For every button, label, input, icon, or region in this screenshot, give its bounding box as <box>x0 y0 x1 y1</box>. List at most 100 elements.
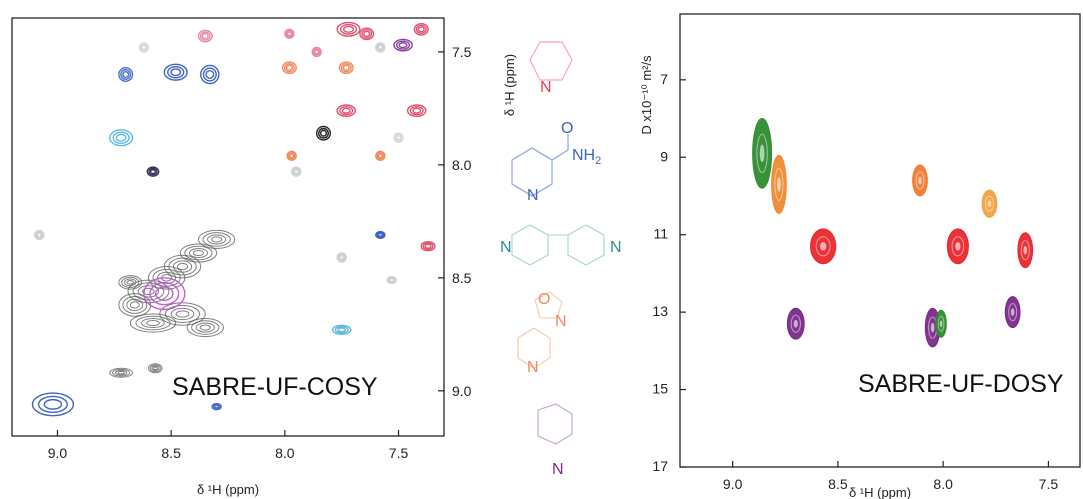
cosy-plot-frame <box>11 17 445 437</box>
contour-peak <box>338 61 354 75</box>
contour-peak <box>311 46 322 58</box>
contour-ring <box>415 24 427 34</box>
x-tick-label: 7.5 <box>389 445 409 461</box>
pyridine-ring <box>529 41 573 81</box>
contour-peak <box>336 252 347 263</box>
contour-ring <box>337 327 347 333</box>
contour-peak <box>420 240 436 252</box>
contour-peak <box>315 125 332 141</box>
contour-peak <box>200 64 220 85</box>
contour-ring <box>815 236 831 257</box>
diagonal-contour <box>151 365 160 371</box>
contour-ring <box>290 166 302 177</box>
contour-peak <box>1004 296 1021 329</box>
contour-ring <box>915 171 925 190</box>
dosy-y-ticks: 7 9 11 13 15 17 <box>652 71 686 474</box>
contour-peak <box>284 28 295 40</box>
contour-ring <box>284 28 295 40</box>
diagonal-contour <box>124 278 137 287</box>
contour-peak <box>146 166 160 177</box>
contour-ring <box>155 286 174 301</box>
orange-n-label-b: N <box>527 359 539 376</box>
diagonal-contour <box>176 262 189 271</box>
y-tick-label: 7.5 <box>452 44 472 60</box>
diagonal-contour <box>122 295 148 314</box>
contour-ring <box>34 229 45 241</box>
diagonal-contour <box>129 301 140 309</box>
contour-ring <box>376 231 385 238</box>
contour-ring <box>420 240 436 252</box>
contour-ring <box>36 232 42 238</box>
contour-ring <box>336 252 347 263</box>
contour-ring <box>820 241 827 251</box>
contour-ring <box>918 176 922 185</box>
contour-ring <box>375 230 386 239</box>
orange-heterocycle-structure: O N N <box>517 291 567 376</box>
diagonal-contour <box>211 236 223 243</box>
contour-ring <box>987 200 992 208</box>
diagonal-contour <box>207 234 227 245</box>
contour-ring <box>311 46 322 58</box>
contour-ring <box>315 125 332 141</box>
molecule-structures: N O NH2 N N N O N N N <box>500 41 622 478</box>
bipyridine-n-left: N <box>500 239 512 256</box>
contour-ring <box>951 236 965 257</box>
contour-ring <box>167 65 185 79</box>
diagonal-contour <box>112 368 131 377</box>
contour-peak <box>393 38 413 52</box>
contour-ring <box>375 150 386 162</box>
contour-ring <box>292 167 301 176</box>
nicotinamide-n-label: N <box>527 187 539 204</box>
contour-peak <box>375 150 386 162</box>
contour-ring <box>37 395 68 413</box>
cosy-y-axis-label: δ ¹H (ppm) <box>502 54 517 116</box>
contour-peak <box>771 154 787 214</box>
contour-ring <box>393 38 413 52</box>
diagonal-contour <box>192 249 205 257</box>
carbonyl-o-label: O <box>561 120 573 137</box>
diagonal-contour <box>191 320 220 335</box>
orange-o-label: O <box>538 291 550 308</box>
cosy-spectrum: 9.0 8.5 8.0 7.5 7.58.08.59.0 SABRE-UF-COSY … <box>11 17 517 497</box>
x-tick-label: 7.5 <box>1039 476 1059 492</box>
purple-pyridine-structure: N <box>537 403 573 478</box>
diagonal-contour <box>137 285 160 298</box>
bipyridine-ring-right <box>567 224 605 266</box>
y-tick-label: 9 <box>660 148 668 164</box>
contour-ring <box>281 61 297 75</box>
y-tick-label: 7 <box>660 71 668 87</box>
purple-ring <box>537 403 573 445</box>
contour-ring <box>199 31 211 41</box>
diagonal-contour <box>126 279 134 285</box>
contour-peak <box>946 228 969 265</box>
contour-ring <box>285 29 294 38</box>
diagonal-contour <box>118 293 152 317</box>
amine-label: NH2 <box>572 147 601 167</box>
contour-ring <box>774 167 784 201</box>
contour-ring <box>363 30 371 37</box>
contour-ring <box>340 63 352 73</box>
amide-bond <box>551 149 569 161</box>
contour-ring <box>377 44 383 50</box>
contour-ring <box>318 127 329 139</box>
contour-peak <box>336 104 357 117</box>
contour-ring <box>287 151 296 160</box>
pyridine-structure: N <box>529 41 573 96</box>
contour-ring <box>286 150 297 162</box>
contour-ring <box>409 105 424 116</box>
diagonal-contour <box>118 275 143 290</box>
contour-ring <box>1023 245 1028 255</box>
contour-ring <box>413 22 429 36</box>
contour-ring <box>394 133 403 142</box>
contour-ring <box>205 69 215 79</box>
contour-peak <box>286 150 297 162</box>
diagonal-contour <box>114 369 128 376</box>
contour-ring <box>930 322 935 333</box>
y-tick-label: 8.0 <box>452 157 472 173</box>
diagonal-contour <box>157 271 177 284</box>
contour-ring <box>283 63 295 73</box>
contour-peak <box>197 29 213 43</box>
y-tick-label: 13 <box>652 303 668 319</box>
diagonal-contour <box>117 370 125 375</box>
